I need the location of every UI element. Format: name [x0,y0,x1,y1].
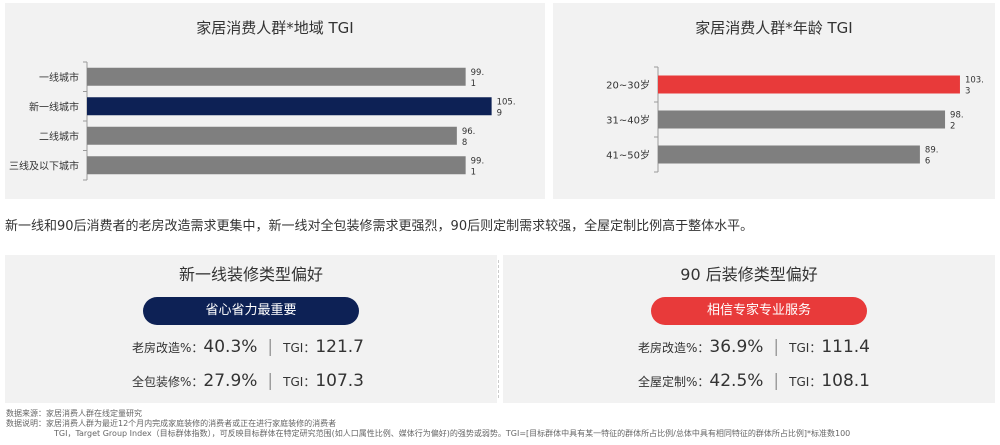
region-chart-title: 家居消费人群*地域 TGI [196,19,354,37]
post90-highlight-pill: 相信专家专业服务 [651,297,867,325]
tier1-highlight-pill: 省心省力最重要 [143,297,359,325]
bar [658,110,946,129]
category-label: 二线城市 [39,130,79,143]
age-tgi-panel: 家居消费人群*年龄 TGI 20~30岁 103. 3 31~40岁 98. 2 41~50… [553,3,995,199]
tier1-preference-card: 新一线装修类型偏好 省心省力最重要 老房改造%：40.3% | TGI：121.7 … [5,255,497,403]
category-label: 31~40岁 [606,114,650,127]
category-label: 41~50岁 [606,149,650,162]
footnotes: 数据来源：家居消费人群在线定量研究 数据说明：家居消费人群为最近12个月内完成家… [6,409,850,439]
stat-label: 全屋定制%： [638,375,710,389]
stat-pct: 40.3% [203,337,258,357]
category-label: 新一线城市 [29,100,79,113]
stat-label: 全包装修%： [132,375,204,389]
category-label: 20~30岁 [606,79,650,92]
value-label: 2 [950,122,955,132]
age-chart-title: 家居消费人群*年龄 TGI [695,19,853,37]
value-label: 3 [965,87,970,97]
stat-pct: 42.5% [709,371,764,391]
value-label: 1 [471,167,476,177]
bar [658,145,920,164]
post90-stat-row: 全屋定制%：42.5% | TGI：108.1 [638,371,870,391]
stat-tgi-value: 121.7 [315,337,364,357]
stat-separator: | [773,371,780,391]
tier1-card-title: 新一线装修类型偏好 [178,265,323,284]
post90-preference-card: 90 后装修类型偏好 相信专家专业服务 老房改造%：36.9% | TGI：111.… [503,255,995,403]
bar [87,156,466,175]
value-label: 103. [965,76,984,86]
bar [87,97,492,116]
stat-tgi-label: TGI： [789,375,822,389]
stat-tgi-value: 107.3 [315,371,364,391]
stat-tgi-value: 108.1 [821,371,870,391]
note-source: 数据来源：家居消费人群在线定量研究 [6,409,142,418]
value-label: 9 [497,108,502,118]
bar [87,126,457,145]
stat-tgi-value: 111.4 [821,337,870,357]
tier1-stat-row: 老房改造%：40.3% | TGI：121.7 [132,337,364,357]
summary-text: 新一线和90后消费者的老房改造需求更集中，新一线对全包装修需求更强烈，90后则定… [5,219,754,234]
bar [658,75,960,94]
category-label: 三线及以下城市 [9,159,79,172]
value-label: 8 [462,138,467,148]
stat-separator: | [267,371,274,391]
stat-label: 老房改造%： [638,341,710,355]
stat-label: 老房改造%： [132,341,204,355]
note-description: 数据说明：家居消费人群为最近12个月内完成家庭装修的消费者或正在进行家庭装修的消… [6,419,337,428]
tier1-stat-row: 全包装修%：27.9% | TGI：107.3 [132,371,364,391]
stat-separator: | [267,337,274,357]
value-label: 99. [471,68,485,78]
age-tgi-chart: 20~30岁 103.3 31~40岁 98.2 41~50岁 89.6 [606,66,984,173]
stat-tgi-label: TGI： [283,341,316,355]
post90-stat-row: 老房改造%：36.9% | TGI：111.4 [638,337,870,357]
bar [87,67,466,86]
stat-pct: 27.9% [203,371,258,391]
value-label: 98. [950,111,964,121]
value-label: 105. [497,97,516,107]
value-label: 96. [462,127,476,137]
value-label: 6 [925,157,930,167]
stat-tgi-label: TGI： [283,375,316,389]
note-tgi-definition: TGI，Target Group Index（目标群体指数），可反映目标群体在特… [54,429,851,438]
post90-card-title: 90 后装修类型偏好 [680,265,818,284]
value-label: 89. [925,146,939,156]
region-tgi-panel: 家居消费人群*地域 TGI 一线城市 99. 1 新一线城市 105. 9 二线城市 96. 8… [5,3,545,199]
value-label: 99. [471,156,485,166]
stat-separator: | [773,337,780,357]
category-label: 一线城市 [39,71,79,84]
stat-tgi-label: TGI： [789,341,822,355]
card-divider [498,260,499,398]
stat-pct: 36.9% [709,337,764,357]
value-label: 1 [471,79,476,89]
